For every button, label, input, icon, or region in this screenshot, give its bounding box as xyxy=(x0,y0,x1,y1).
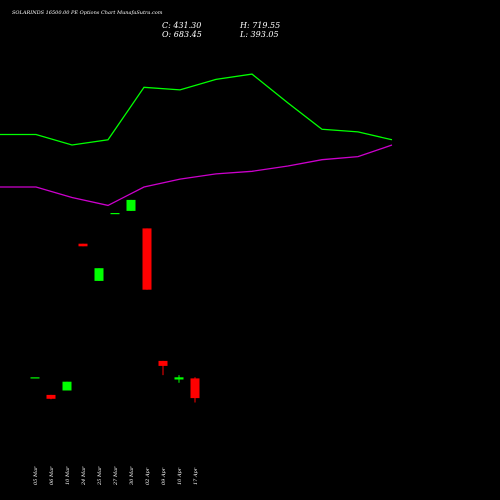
candle-body xyxy=(30,377,40,379)
candle-body xyxy=(110,213,120,215)
ma-line-2 xyxy=(0,144,393,207)
open-value: O: 683.45 xyxy=(162,30,202,39)
candle-4 xyxy=(94,268,104,281)
candle-8 xyxy=(158,360,168,376)
candle-body xyxy=(142,228,152,290)
close-value: C: 431.30 xyxy=(162,21,202,30)
candle-body xyxy=(62,381,72,391)
candle-1 xyxy=(46,394,56,400)
x-tick-label: 02 Apr xyxy=(145,467,151,485)
candle-5 xyxy=(110,213,120,215)
x-tick-label: 05 Mar xyxy=(33,466,39,485)
x-tick-label: 06 Mar xyxy=(49,466,55,485)
candle-body xyxy=(94,268,104,281)
x-tick-label: 10 Mar xyxy=(65,466,71,485)
ma-line-1 xyxy=(0,73,393,146)
low-value: L: 393.05 xyxy=(240,30,279,39)
x-tick-label: 27 Mar xyxy=(113,466,119,486)
candle-0 xyxy=(30,377,40,379)
x-tick-label: 10 Apr xyxy=(177,467,183,485)
candle-3 xyxy=(78,243,88,247)
candle-6 xyxy=(126,199,136,211)
candle-body xyxy=(46,394,56,399)
x-tick-label: 09 Apr xyxy=(161,467,167,485)
candle-body xyxy=(126,199,136,211)
candle-body xyxy=(158,360,168,366)
chart-title: SOLARINDS 16500.00 PE Options Chart Muna… xyxy=(12,10,163,16)
x-tick-label: 24 Mar xyxy=(81,466,87,486)
candle-7 xyxy=(142,228,152,290)
candle-body xyxy=(174,377,184,380)
x-axis-labels: 05 Mar 06 Mar 10 Mar 24 Mar 25 Mar 27 Mar 30 M… xyxy=(33,466,199,486)
x-tick-label: 30 Mar xyxy=(129,466,135,485)
high-value: H: 719.55 xyxy=(240,21,281,30)
candles xyxy=(30,199,200,403)
x-tick-label: 17 Apr xyxy=(193,467,199,485)
candle-2 xyxy=(62,381,72,391)
x-tick-label: 25 Mar xyxy=(97,466,103,486)
moving-average-lines xyxy=(0,73,393,207)
candle-10 xyxy=(190,377,200,403)
candle-body xyxy=(190,378,200,399)
candle-9 xyxy=(174,375,184,383)
candle-body xyxy=(78,243,88,247)
